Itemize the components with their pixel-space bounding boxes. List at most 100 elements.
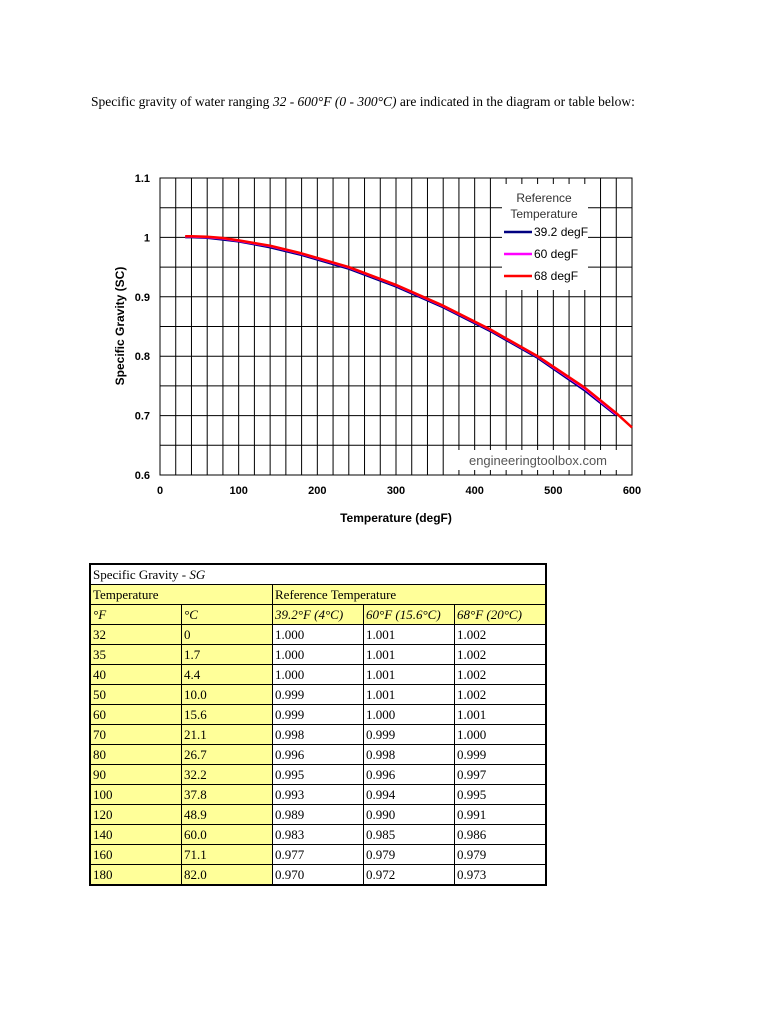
cell-sg-39: 1.000 [272,624,364,645]
cell-temp-f: 160 [89,844,182,865]
cell-temp-c: 21.1 [181,724,273,745]
x-axis-ticks: 0 100 200 300 400 500 600 [157,485,641,497]
cell-sg-60: 0.998 [363,744,455,765]
cell-sg-68: 1.002 [454,644,547,665]
table-row: 32 0 1.000 1.001 1.002 [89,624,547,645]
cell-temp-f: 120 [89,804,182,825]
cell-temp-c: 4.4 [181,664,273,685]
cell-temp-f: 32 [89,624,182,645]
cell-sg-60: 0.972 [363,864,455,886]
table-row: 80 26.7 0.996 0.998 0.999 [89,744,547,765]
temperature-header: Temperature [89,584,273,605]
y-tick-label: 1 [144,232,150,244]
table-row: 160 71.1 0.977 0.979 0.979 [89,844,547,865]
x-tick-label: 500 [544,485,562,497]
cell-sg-60: 0.996 [363,764,455,785]
table-row: 70 21.1 0.998 0.999 1.000 [89,724,547,745]
table-row: 140 60.0 0.983 0.985 0.986 [89,824,547,845]
x-axis-label: Temperature (degF) [340,511,452,525]
table-row: 60 15.6 0.999 1.000 1.001 [89,704,547,725]
x-tick-label: 300 [387,485,405,497]
cell-temp-f: 60 [89,704,182,725]
y-tick-label: 0.7 [135,411,150,423]
plot-area-border [159,177,633,476]
reference-temperature-header: Reference Temperature [272,584,547,605]
cell-sg-68: 0.999 [454,744,547,765]
y-tick-label: 1.1 [135,173,150,185]
cell-sg-60: 1.001 [363,664,455,685]
intro-paragraph: Specific gravity of water ranging 32 - 6… [91,93,671,111]
watermark: engineeringtoolbox.com [469,453,607,468]
series-line-68-degf [185,234,633,429]
cell-temp-c: 71.1 [181,844,273,865]
cell-sg-68: 1.002 [454,664,547,685]
y-tick-label: 0.9 [135,292,150,304]
cell-sg-60: 0.985 [363,824,455,845]
y-tick-label: 0.8 [135,351,150,363]
cell-sg-39: 0.970 [272,864,364,886]
cell-temp-c: 10.0 [181,684,273,705]
legend-title-line-2: Temperature [510,207,578,221]
cell-sg-68: 1.002 [454,684,547,705]
table-row: 100 37.8 0.993 0.994 0.995 [89,784,547,805]
legend-title-line-1: Reference [516,191,572,205]
cell-temp-f: 90 [89,764,182,785]
cell-temp-c: 60.0 [181,824,273,845]
table-title: Specific Gravity - SG [89,563,547,585]
cell-sg-68: 0.995 [454,784,547,805]
cell-temp-f: 70 [89,724,182,745]
x-tick-label: 600 [623,485,641,497]
x-tick-label: 0 [157,485,163,497]
cell-temp-c: 26.7 [181,744,273,765]
x-tick-label: 200 [308,485,326,497]
cell-temp-f: 80 [89,744,182,765]
col-header-ref-60: 60°F (15.6°C) [363,604,455,625]
cell-sg-60: 0.999 [363,724,455,745]
col-header-c: °C [181,604,273,625]
cell-sg-60: 1.001 [363,644,455,665]
cell-temp-f: 35 [89,644,182,665]
cell-sg-39: 0.995 [272,764,364,785]
cell-sg-68: 1.001 [454,704,547,725]
table-title-text: Specific Gravity - [93,567,190,582]
cell-temp-c: 0 [181,624,273,645]
cell-sg-60: 0.990 [363,804,455,825]
y-tick-label: 0.6 [135,470,150,482]
col-header-ref-39: 39.2°F (4°C) [272,604,364,625]
intro-text-end: are indicated in the diagram or table be… [396,94,635,109]
cell-sg-60: 1.000 [363,704,455,725]
table-title-symbol: SG [189,567,206,582]
cell-temp-f: 140 [89,824,182,845]
y-axis-ticks: 0.6 0.7 0.8 0.9 1 1.1 [135,173,150,482]
cell-sg-39: 1.000 [272,644,364,665]
col-header-ref-68: 68°F (20°C) [454,604,547,625]
specific-gravity-chart: 0.6 0.7 0.8 0.9 1 1.1 0 100 200 300 400 500 600 Spe… [113,173,641,525]
cell-temp-f: 100 [89,784,182,805]
legend-label: 68 degF [534,269,578,283]
table-body: 32 0 1.000 1.001 1.002 35 1.7 1.000 1.001 1.002 40… [89,624,547,886]
cell-sg-39: 0.983 [272,824,364,845]
x-tick-label: 100 [229,485,247,497]
cell-sg-39: 0.993 [272,784,364,805]
legend: Reference Temperature 39.2 degF 60 degF 68… [502,184,588,290]
cell-sg-68: 0.991 [454,804,547,825]
table-row: 120 48.9 0.989 0.990 0.991 [89,804,547,825]
table-row: 90 32.2 0.995 0.996 0.997 [89,764,547,785]
cell-sg-68: 0.997 [454,764,547,785]
legend-items: 39.2 degF 60 degF 68 degF [504,225,588,283]
cell-temp-c: 37.8 [181,784,273,805]
col-header-f: °F [89,604,182,625]
x-tick-label: 400 [465,485,483,497]
legend-label: 60 degF [534,247,578,261]
specific-gravity-table: Specific Gravity - SG Temperature Refere… [89,563,547,886]
cell-sg-39: 0.989 [272,804,364,825]
cell-temp-c: 15.6 [181,704,273,725]
cell-temp-c: 1.7 [181,644,273,665]
cell-temp-c: 32.2 [181,764,273,785]
cell-sg-68: 0.986 [454,824,547,845]
cell-sg-68: 1.000 [454,724,547,745]
table-row: 35 1.7 1.000 1.001 1.002 [89,644,547,665]
table-row: 180 82.0 0.970 0.972 0.973 [89,864,547,886]
cell-temp-f: 40 [89,664,182,685]
table-row: 40 4.4 1.000 1.001 1.002 [89,664,547,685]
